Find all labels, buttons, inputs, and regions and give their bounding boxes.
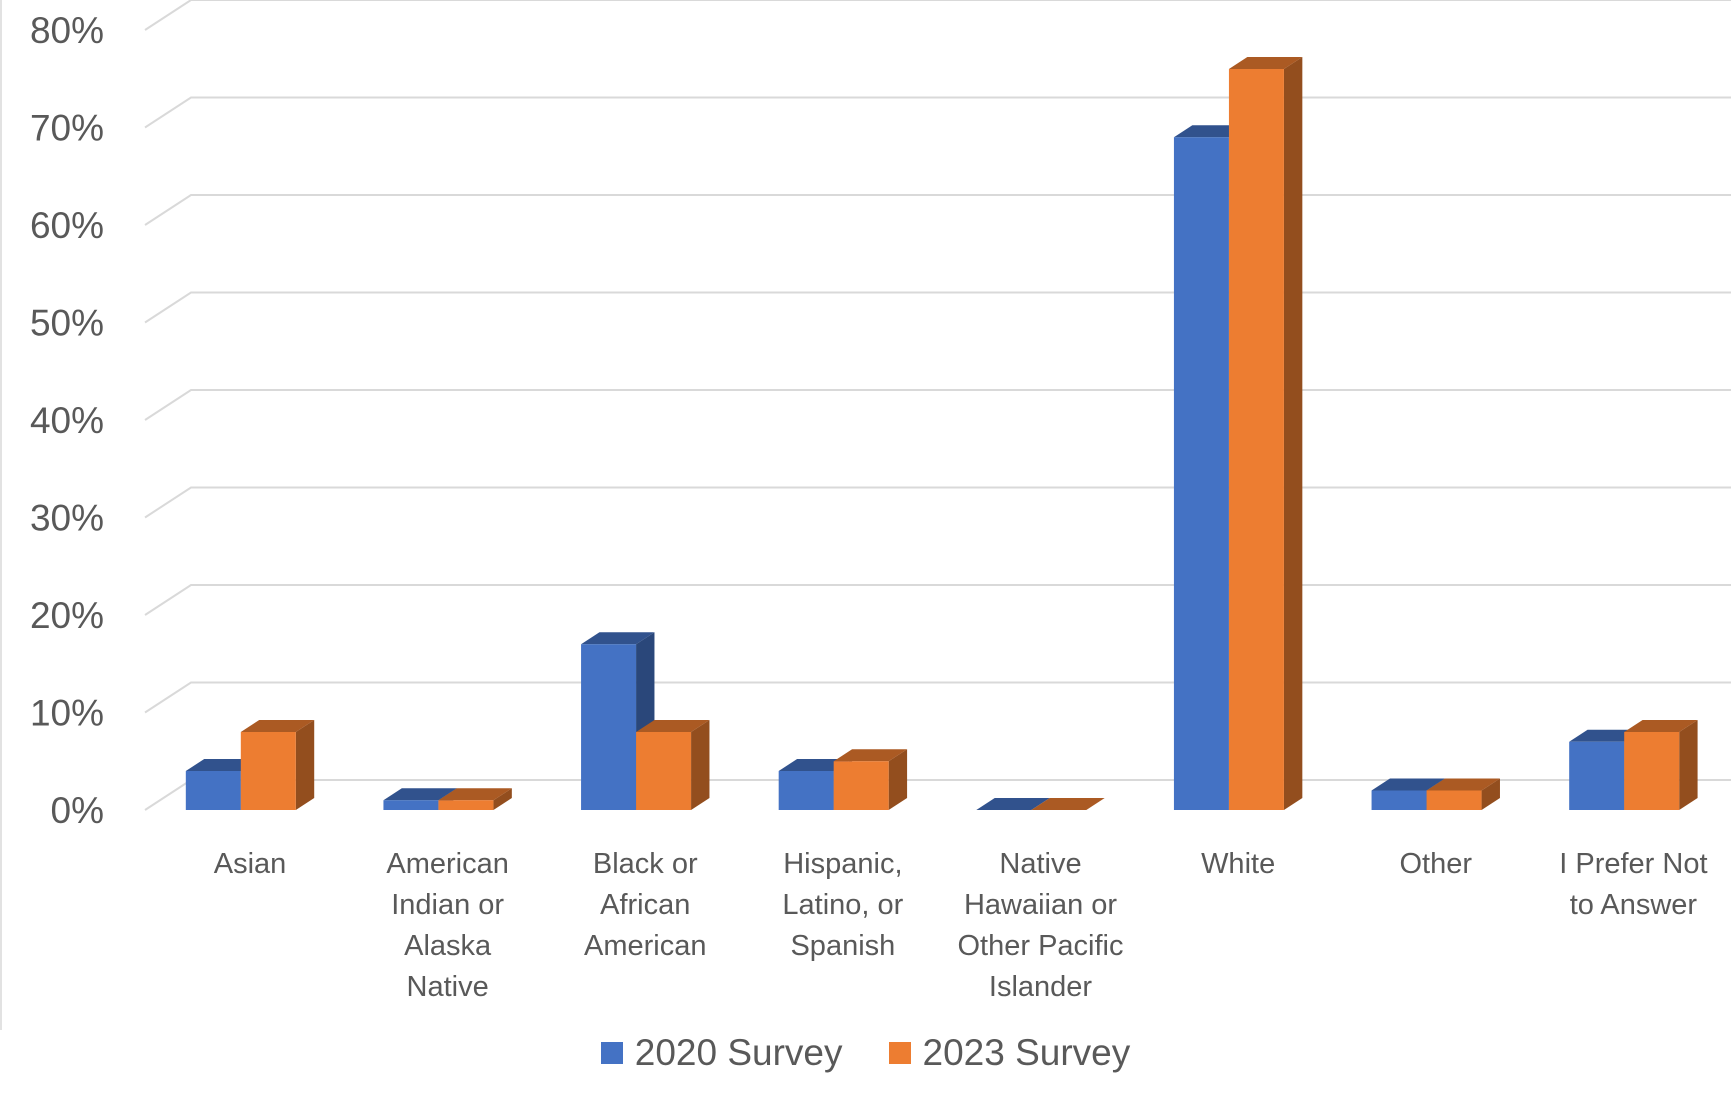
bar <box>1173 137 1229 810</box>
x-tick-label-line: Alaska <box>404 930 492 962</box>
bar <box>1624 732 1680 810</box>
x-tick-label-line: Native <box>999 848 1081 880</box>
bar-side <box>691 720 710 810</box>
bar <box>581 644 637 810</box>
y-tick-label: 60% <box>30 205 104 246</box>
legend-label-2020: 2020 Survey <box>634 1032 843 1073</box>
bar-side <box>1283 57 1303 810</box>
x-tick-label-line: Latino, or <box>782 889 903 921</box>
legend-item-2023: 2023 Survey <box>888 1032 1131 1074</box>
bar <box>1569 741 1625 810</box>
bar-top <box>383 788 457 801</box>
bar-top <box>240 720 315 732</box>
bar-top <box>976 798 1050 810</box>
y-tick-label: 10% <box>30 693 104 734</box>
x-tick-label: Native Hawaiian or Other Pacific Islander <box>958 848 1124 1003</box>
x-tick-label-line: Islander <box>989 971 1093 1003</box>
bar-top <box>1228 57 1303 69</box>
legend-item-2020: 2020 Survey <box>600 1032 843 1074</box>
gridline <box>144 486 1731 519</box>
y-tick-label: 20% <box>30 595 104 636</box>
gridline <box>144 291 1731 324</box>
bar <box>1371 790 1427 810</box>
x-tick-label-line: American <box>386 848 509 880</box>
legend-label-2023: 2023 Survey <box>922 1032 1131 1073</box>
legend-swatch-2023 <box>888 1042 911 1064</box>
x-tick-label: American Indian or Alaska Native <box>386 848 509 1003</box>
legend-swatch-2020 <box>600 1042 623 1064</box>
bar-side <box>888 749 908 810</box>
x-tick-label: Asian <box>214 848 287 880</box>
x-tick-label-line: Native <box>407 971 489 1003</box>
bar-top <box>636 720 710 732</box>
bar-side <box>493 788 512 810</box>
x-tick-label: I Prefer Not to Answer <box>1559 848 1707 921</box>
bar <box>383 800 439 810</box>
bar-side <box>1679 720 1698 810</box>
bar <box>833 761 889 810</box>
x-tick-label: Other <box>1399 848 1472 880</box>
x-tick-label: Hispanic, Latino, or Spanish <box>782 848 903 962</box>
bar-top <box>1426 778 1500 791</box>
x-tick-label-line: Spanish <box>790 930 895 962</box>
bar-side <box>1481 778 1500 810</box>
gridline <box>144 96 1731 129</box>
y-tick-label: 50% <box>30 303 104 344</box>
bar <box>1426 790 1482 810</box>
x-tick-label-line: Black or <box>593 848 698 880</box>
gridline <box>144 389 1731 421</box>
x-tick-label-line: African <box>600 889 690 921</box>
x-tick-label: Black or African American <box>584 848 707 962</box>
bar-top <box>1624 720 1698 732</box>
x-tick-label-line: Hawaiian or <box>964 889 1117 921</box>
bar-top <box>438 788 512 801</box>
x-tick-label-line: to Answer <box>1570 889 1698 921</box>
x-tick-label-line: Other Pacific <box>958 930 1124 962</box>
bar-top <box>581 632 655 645</box>
y-tick-label: 0% <box>51 790 104 831</box>
x-tick-label-line: American <box>584 930 707 962</box>
y-tick-label: 40% <box>30 400 104 441</box>
x-tick-label-line: Asian <box>214 848 287 880</box>
gridline <box>144 681 1731 714</box>
y-tick-label: 70% <box>30 108 104 149</box>
y-tick-label: 30% <box>30 498 104 539</box>
x-tick-label-line: I Prefer Not <box>1559 848 1707 880</box>
bar <box>636 732 692 810</box>
bar-top <box>833 749 908 762</box>
bar-side <box>295 720 315 810</box>
bar <box>438 800 494 810</box>
x-tick-label-line: Indian or <box>391 889 504 921</box>
gridline <box>144 194 1731 226</box>
x-tick-label: White <box>1201 848 1275 880</box>
x-tick-label-line: Hispanic, <box>783 848 902 880</box>
legend: 2020 Survey 2023 Survey <box>0 1030 1731 1076</box>
bar-top <box>1031 798 1105 810</box>
bar <box>778 771 834 810</box>
gridline <box>144 584 1731 616</box>
bar <box>185 771 241 810</box>
y-tick-label: 80% <box>30 10 104 51</box>
x-tick-label-line: White <box>1201 848 1275 880</box>
bar-top <box>1371 778 1445 791</box>
x-tick-label-line: Other <box>1399 848 1472 880</box>
bar <box>240 732 296 810</box>
gridline <box>144 0 1731 31</box>
bar <box>1228 69 1284 810</box>
